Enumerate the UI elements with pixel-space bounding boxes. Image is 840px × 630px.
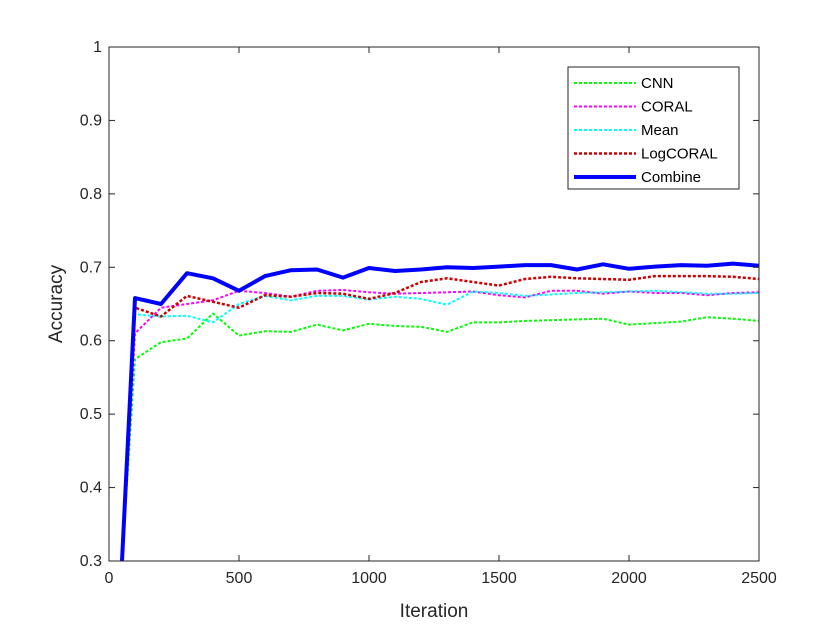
ticks-layer: 0 500 1000 1500 2000 2500 0.3 0.4 0.5 0.6 0.7 0.8 0.… [80,39,777,587]
y-axis-title: Accuracy [46,264,67,343]
series-line-logcoral [120,274,760,562]
series-line-mean [121,289,760,562]
x-tick-label: 500 [226,570,253,587]
x-tick-label: 0 [105,570,114,587]
x-tick-label: 1500 [481,570,517,587]
x-tick-label: 1000 [351,570,387,587]
legend-label-combine: Combine [641,169,701,186]
x-tick-label: 2500 [741,570,777,587]
y-tick-label: 1 [93,39,102,56]
y-tick-label: 0.6 [80,333,102,350]
legend-label-coral: CORAL [641,99,693,116]
y-tick-label: 0.8 [80,186,102,203]
y-tick-label: 0.9 [80,112,102,129]
y-tick-label: 0.3 [80,553,102,570]
series-layer [120,261,760,562]
x-tick-label: 2000 [611,570,647,587]
legend-label-cnn: CNN [641,75,674,92]
y-tick-label: 0.7 [80,259,102,276]
series-line-coral [121,289,760,562]
x-axis-title: Iteration [400,601,469,622]
legend-box [567,66,740,190]
legend-label-logcoral: LogCORAL [641,146,718,163]
legend-label-mean: Mean [641,122,679,139]
y-tick-label: 0.5 [80,406,102,423]
legend: CNN CORAL Mean LogCORAL Combine [567,66,740,190]
y-tick-label: 0.4 [80,480,102,497]
legend-items: CNN CORAL Mean LogCORAL Combine [574,75,718,186]
plot-frame [108,46,760,562]
series-line-cnn [121,312,760,562]
series-line-combine [120,261,760,562]
